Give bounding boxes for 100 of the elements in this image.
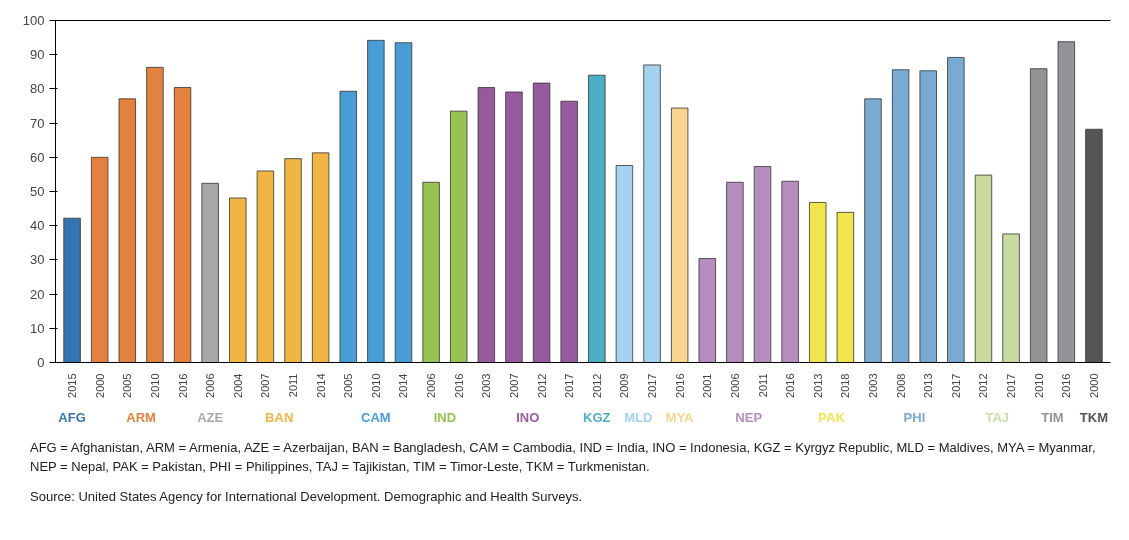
bar (588, 74, 606, 363)
bar (229, 197, 247, 363)
x-tick-label: 2007 (259, 373, 272, 398)
x-tick-label: 2006 (425, 373, 438, 398)
x-tick-label: 2014 (397, 373, 410, 398)
x-tick-label: 2008 (894, 373, 907, 398)
x-tick-label: 2000 (1087, 373, 1100, 398)
text: AZE (197, 410, 224, 425)
bar (118, 98, 136, 363)
x-tick-label: 2016 (673, 373, 686, 398)
x-tick-label: 2000 (93, 373, 106, 398)
bar (1030, 68, 1048, 363)
text: TKM (1079, 410, 1109, 425)
x-tick-label: 2007 (507, 373, 520, 398)
x-tick-label: 2015 (66, 373, 79, 398)
y-tick-label: 30 (30, 252, 45, 268)
bar (809, 202, 827, 363)
y-tick-label: 0 (37, 355, 45, 370)
text: AFG = Afghanistan, ARM = Armenia, AZE = Azerbaijan, BAN = Bangladesh, CAM = Cambodia, IND = India, INO = Indonesia, KGZ = Kyrgyz Republic, MLD = Maldives, MYA = Myanmar, NEP = Nepal, PAK = Pakistan, PHI = Philippines, TAJ = Tajikistan, TIM = Timor-Leste, TKM = Turkmenistan. (30, 439, 1097, 476)
text: PAK (818, 410, 846, 425)
x-tick-label: 2004 (231, 373, 244, 398)
bar (643, 64, 661, 363)
bar (450, 110, 468, 363)
text: PHI (903, 410, 926, 425)
bar (974, 174, 993, 363)
text: TAJ (985, 410, 1010, 425)
bar (560, 100, 578, 363)
bar (1057, 41, 1075, 363)
x-tick-label: 2003 (480, 373, 493, 398)
x-tick-label: 2011 (756, 373, 769, 398)
bar (891, 69, 910, 363)
x-tick-label: 2018 (839, 373, 852, 398)
x-tick-label: 2016 (1060, 373, 1073, 398)
text: ARM (126, 410, 156, 425)
x-tick-label: 2016 (784, 373, 797, 398)
text: NEP (735, 410, 763, 425)
text: INO (516, 410, 540, 425)
source-note: Source: United States Agency for International Development. Demographic and Health Surveys. (30, 488, 583, 507)
x-tick-label: 2013 (922, 373, 935, 398)
x-tick-label: 2016 (176, 373, 189, 398)
bar (284, 158, 302, 363)
bar (256, 170, 275, 363)
bar (615, 165, 634, 363)
y-tick-label: 100 (22, 13, 45, 28)
bar (477, 87, 496, 363)
x-tick-label: 2010 (148, 373, 161, 398)
x-tick-label: 2011 (287, 373, 300, 398)
bar (836, 211, 855, 363)
bar (1002, 233, 1020, 363)
x-tick-label: 2017 (1005, 373, 1018, 398)
x-tick-label: 2005 (342, 373, 355, 398)
y-tick-label: 90 (30, 47, 45, 63)
bar (753, 166, 772, 363)
y-tick-label: 60 (30, 149, 45, 165)
x-tick-label: 2006 (728, 373, 741, 398)
bar (726, 181, 744, 363)
bar (311, 152, 330, 363)
text: BAN (265, 410, 294, 425)
text: MYA (665, 410, 695, 425)
bar (505, 91, 523, 363)
bar (63, 217, 81, 363)
bar (394, 42, 413, 363)
y-tick-label: 20 (30, 286, 45, 302)
x-tick-label: 2013 (811, 373, 824, 398)
bar (532, 82, 551, 363)
x-tick-label: 2012 (590, 373, 603, 398)
x-tick-label: 2010 (1032, 373, 1045, 398)
bar (698, 258, 716, 363)
bar (947, 57, 965, 363)
bar (1085, 128, 1103, 363)
x-tick-label: 2012 (535, 373, 548, 398)
text: TIM (1041, 410, 1064, 425)
bar (864, 98, 882, 363)
bar (781, 180, 799, 363)
bar (339, 90, 357, 363)
text: IND (433, 410, 457, 425)
bar (173, 87, 192, 363)
x-tick-label: 2017 (646, 373, 659, 398)
y-tick-label: 40 (30, 218, 45, 234)
bar (146, 66, 164, 363)
bar (367, 39, 385, 363)
x-tick-label: 2017 (563, 373, 576, 398)
y-tick-label: 50 (30, 184, 45, 199)
x-tick-label: 2003 (866, 373, 879, 398)
x-tick-label: 2016 (452, 373, 465, 398)
y-tick-label: 70 (30, 115, 45, 131)
text: AFG (58, 410, 86, 425)
x-tick-label: 2005 (121, 373, 134, 398)
y-tick-label: 80 (30, 81, 45, 97)
bar (670, 107, 689, 363)
x-tick-label: 2012 (977, 373, 990, 398)
bar (422, 181, 440, 363)
bar (91, 156, 109, 363)
y-tick-label: 10 (30, 320, 45, 336)
bar (201, 182, 219, 363)
text: CAM (361, 410, 391, 425)
x-tick-label: 2017 (949, 373, 962, 398)
x-tick-label: 2014 (314, 373, 327, 398)
x-tick-label: 2006 (204, 373, 217, 398)
text: MLD (624, 410, 653, 425)
